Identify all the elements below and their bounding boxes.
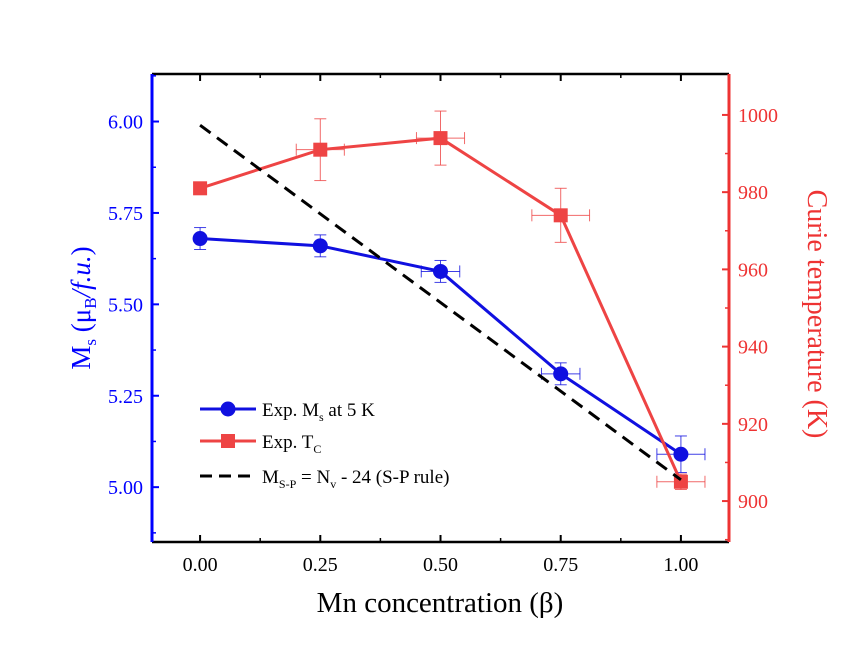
series-ms-point-1 — [312, 238, 328, 254]
series-sp-line — [199, 123, 682, 482]
y-right-axis-title: Curie temperature (K) — [801, 190, 832, 439]
x-tick-label-4: 1.00 — [663, 554, 698, 576]
series-tc-point-0 — [193, 181, 208, 196]
y-right-tick-label-2: 940 — [738, 337, 768, 359]
y-right-tick-label-1: 920 — [738, 414, 768, 436]
legend-tc-marker — [221, 434, 235, 448]
x-tick-label-3: 0.75 — [543, 554, 578, 576]
y-right-tick-label-4: 980 — [738, 182, 768, 204]
series-tc-point-2 — [433, 131, 448, 146]
series-layer — [192, 110, 706, 490]
series-ms-point-0 — [192, 231, 208, 247]
y-left-tick-label-2: 5.50 — [108, 294, 143, 316]
y-right-tick-label-5: 1000 — [738, 105, 778, 127]
legend-tc-label: Exp. TC — [262, 432, 321, 456]
series-ms-point-4 — [673, 446, 689, 462]
legend-sp-label: MS-P = Nv - 24 (S-P rule) — [262, 467, 449, 491]
y-left-tick-label-3: 5.75 — [108, 203, 143, 225]
legend: Exp. Ms at 5 K Exp. TC MS-P = Nv - 24 (S… — [200, 400, 449, 491]
y-right-tick-label-0: 900 — [738, 491, 768, 513]
legend-ms-marker — [220, 401, 236, 417]
series-tc-point-3 — [553, 208, 568, 223]
x-tick-label-1: 0.25 — [303, 554, 338, 576]
y-left-tick-label-4: 6.00 — [108, 112, 143, 134]
legend-ms-label: Exp. Ms at 5 K — [262, 400, 375, 424]
x-tick-label-2: 0.50 — [423, 554, 458, 576]
y-left-tick-label-1: 5.25 — [108, 386, 143, 408]
series-ms-point-3 — [553, 366, 569, 382]
x-axis-title: Mn concentration (β) — [317, 587, 564, 619]
axis-layer: 0.00 0.25 0.50 0.75 1.00 5.00 5.25 5.50 5.75 6.00… — [108, 74, 778, 576]
series-ms-point-2 — [433, 263, 448, 279]
series-tc-point-1 — [313, 142, 328, 157]
y-left-tick-label-0: 5.00 — [108, 477, 143, 499]
x-tick-label-0: 0.00 — [183, 554, 218, 576]
y-left-axis-title: Ms (μB/f.u.) — [66, 246, 100, 369]
y-right-tick-label-3: 960 — [738, 259, 768, 281]
